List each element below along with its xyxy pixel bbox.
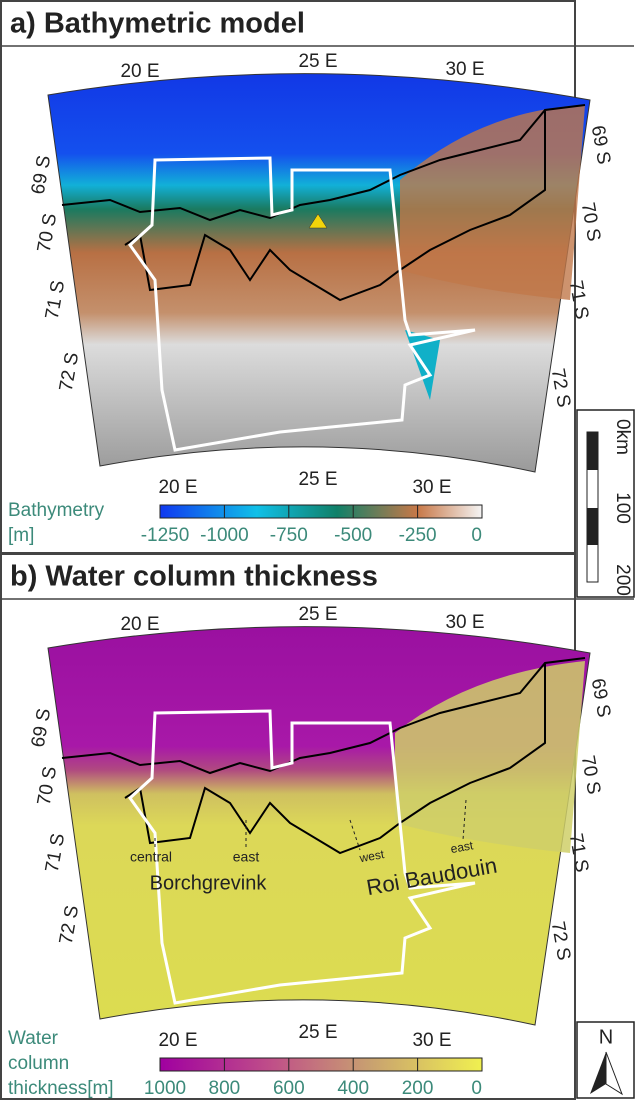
colorbar-label: 0 xyxy=(471,1078,482,1099)
colorbar-label: 400 xyxy=(337,1078,369,1099)
panel-title: b) Water column thickness xyxy=(10,561,378,593)
lon-label: 30 E xyxy=(412,477,451,498)
lon-label: 25 E xyxy=(298,51,337,72)
colorbar-label: -750 xyxy=(270,525,308,546)
lat-label: 70 S xyxy=(577,201,604,243)
colorbar-title: Bathymetry xyxy=(8,500,105,521)
lat-label: 69 S xyxy=(587,677,614,719)
colorbar-label: -250 xyxy=(399,525,437,546)
panel-title: a) Bathymetric model xyxy=(10,8,305,40)
lon-label: 20 E xyxy=(120,61,159,82)
lon-label: 25 E xyxy=(298,469,337,490)
scale-seg xyxy=(587,508,598,545)
lat-label: 69 S xyxy=(28,154,55,196)
lon-label: 30 E xyxy=(445,59,484,80)
lat-label: 72 S xyxy=(547,367,574,409)
colorbar-label: 1000 xyxy=(144,1078,186,1099)
lat-label: 70 S xyxy=(34,765,61,807)
colorbar-label: 0 xyxy=(471,525,482,546)
lon-label: 30 E xyxy=(412,1030,451,1051)
lat-label: 72 S xyxy=(56,351,83,393)
lon-label: 25 E xyxy=(298,1022,337,1043)
lon-label: 30 E xyxy=(445,612,484,633)
lon-label: 20 E xyxy=(120,614,159,635)
colorbar-label: 600 xyxy=(273,1078,305,1099)
colorbar xyxy=(160,1058,482,1071)
lat-label: 70 S xyxy=(577,754,604,796)
colorbar-label: -1000 xyxy=(200,525,249,546)
lat-label: 71 S xyxy=(565,279,592,321)
lat-label: 72 S xyxy=(56,904,83,946)
lat-label: 72 S xyxy=(547,920,574,962)
lat-label: 70 S xyxy=(34,212,61,254)
colorbar-label: -500 xyxy=(334,525,372,546)
annotation: east xyxy=(233,849,260,865)
lat-label: 69 S xyxy=(28,707,55,749)
lon-label: 20 E xyxy=(158,1030,197,1051)
north-label: N xyxy=(599,1026,613,1048)
lat-label: 69 S xyxy=(587,124,614,166)
lat-label: 71 S xyxy=(565,832,592,874)
scale-seg xyxy=(587,432,598,470)
colorbar-label: 800 xyxy=(209,1078,241,1099)
lon-label: 20 E xyxy=(158,477,197,498)
colorbar-title: column xyxy=(8,1053,69,1074)
colorbar-title: thickness[m] xyxy=(8,1078,114,1099)
colorbar xyxy=(160,505,482,518)
scale-label: 100 xyxy=(612,492,633,524)
figure: a) Bathymetric model 20 E 25 E 30 E 20 E 25 E… xyxy=(0,0,636,1100)
colorbar-label: 200 xyxy=(402,1078,434,1099)
lat-label: 71 S xyxy=(42,832,69,874)
annotation: Borchgrevink xyxy=(150,872,268,894)
lat-label: 71 S xyxy=(42,279,69,321)
colorbar-title: Water xyxy=(8,1028,59,1049)
scale-label: 0km xyxy=(612,419,633,455)
lon-label: 25 E xyxy=(298,604,337,625)
colorbar-label: -1250 xyxy=(141,525,190,546)
scale-label: 200 xyxy=(612,564,633,596)
annotation: central xyxy=(130,849,172,865)
colorbar-title: [m] xyxy=(8,525,34,546)
